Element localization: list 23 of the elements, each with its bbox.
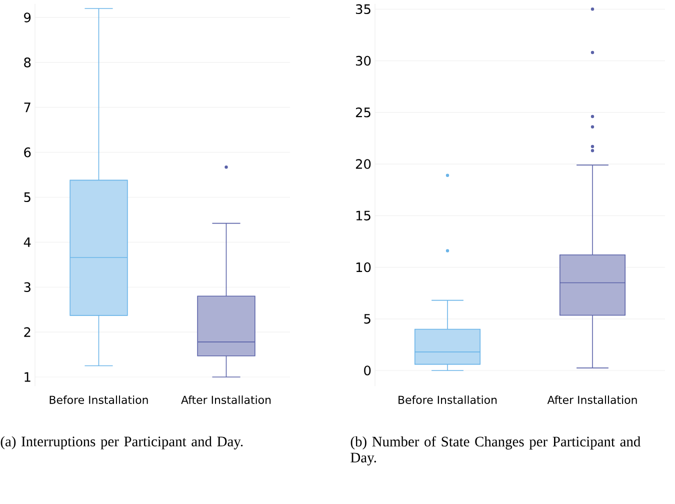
y-tick-label: 9 <box>24 12 31 22</box>
y-tick-label: 3 <box>24 282 30 292</box>
y-tick-label: 35 <box>356 4 370 14</box>
y-tick-label: 1 <box>24 372 30 382</box>
x-tick-label: Before Installation <box>50 396 148 404</box>
text: (b) Number of State Changes per Participant and Day. <box>350 436 640 466</box>
y-tick-label: 30 <box>356 56 371 66</box>
y-tick-label: 7 <box>24 102 30 112</box>
x-tick-label: Before Installation <box>398 396 497 404</box>
x-tick-label: After Installation <box>547 396 637 404</box>
y-tick-label: 25 <box>356 108 370 118</box>
x-tick-label: After Installation <box>181 396 271 404</box>
y-tick-label: 5 <box>24 192 30 202</box>
y-tick-label: 20 <box>356 159 371 169</box>
y-tick-label: 15 <box>356 210 370 220</box>
y-tick-label: 6 <box>24 147 31 158</box>
y-tick-label: 2 <box>24 327 30 337</box>
y-tick-label: 0 <box>364 366 371 376</box>
y-tick-label: 10 <box>356 262 371 272</box>
text: (a) Interruptions per Participant and Day. <box>0 436 243 450</box>
y-tick-label: 8 <box>24 58 31 68</box>
y-tick-label: 4 <box>24 237 31 247</box>
y-tick-label: 5 <box>364 314 370 324</box>
